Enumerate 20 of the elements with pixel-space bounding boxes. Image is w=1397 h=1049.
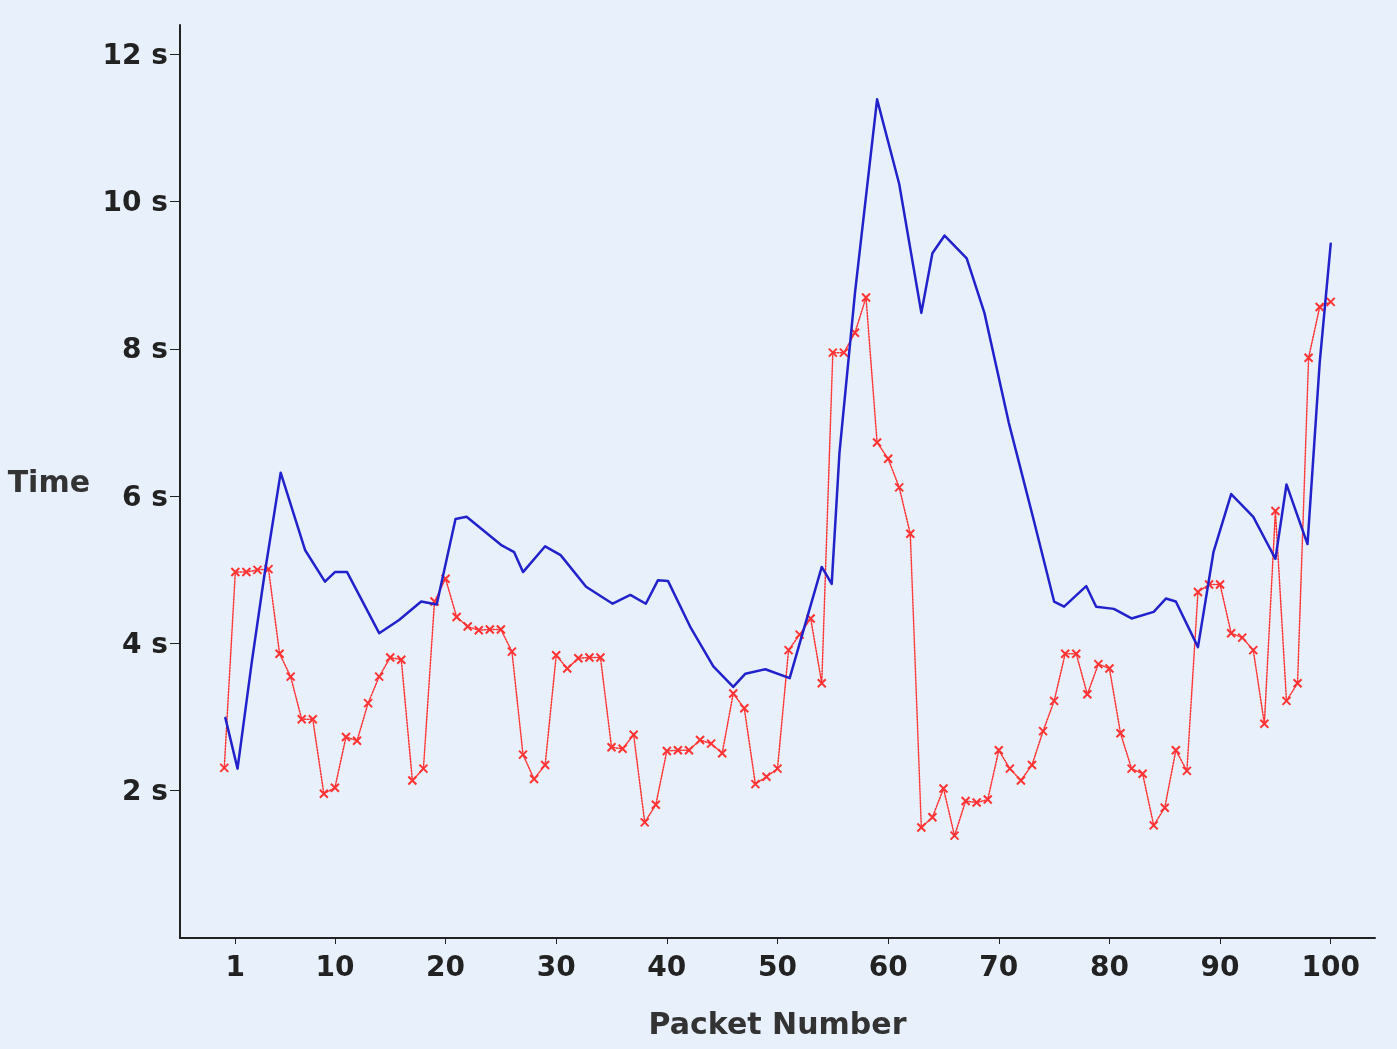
line-series bbox=[224, 98, 1332, 770]
x-tick-label: 90 bbox=[1200, 949, 1240, 983]
x-tick-label: 1 bbox=[225, 949, 246, 983]
x-tick-label: 20 bbox=[426, 949, 466, 983]
y-tick-label: 12 s bbox=[102, 37, 168, 71]
x-tick-label: 50 bbox=[758, 949, 797, 983]
y-tick-label: 4 s bbox=[122, 626, 168, 660]
y-tick-label: 10 s bbox=[102, 185, 168, 219]
x-tick-label: 70 bbox=[979, 949, 1019, 983]
y-tick-label: 2 s bbox=[122, 774, 168, 808]
x-tick-label: 10 bbox=[315, 949, 355, 983]
x-tick-label: 30 bbox=[536, 949, 576, 983]
x-axis-title: Packet Number bbox=[648, 1005, 907, 1041]
x-tick-label: 100 bbox=[1301, 949, 1360, 983]
y-axis-title: Time bbox=[7, 464, 90, 499]
y-tick-label: 8 s bbox=[122, 332, 168, 366]
y-tick-label: 6 s bbox=[122, 479, 168, 513]
x-tick-label: 80 bbox=[1089, 949, 1129, 983]
x-tick-label: 60 bbox=[868, 949, 908, 983]
x-tick-label: 40 bbox=[647, 949, 687, 983]
